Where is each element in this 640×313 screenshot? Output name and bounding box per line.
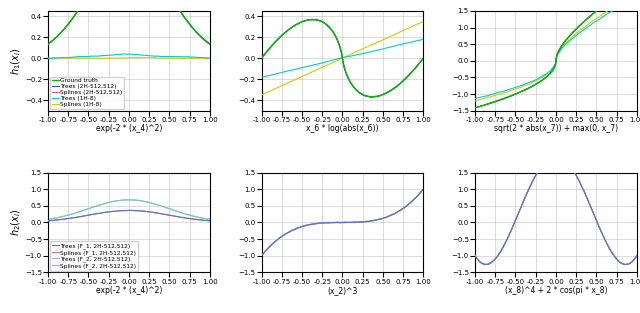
Legend: Trees (F_1, 2H-512,512), Splines (F_1, 2H-512,512), Trees (F_2, 2H-512,512), Spl: Trees (F_1, 2H-512,512), Splines (F_1, 2… bbox=[50, 241, 138, 270]
X-axis label: (x_2)^3: (x_2)^3 bbox=[327, 286, 358, 295]
X-axis label: exp(-2 * (x_4)^2): exp(-2 * (x_4)^2) bbox=[96, 286, 162, 295]
Y-axis label: $h_1(x_i)$: $h_1(x_i)$ bbox=[10, 47, 24, 74]
X-axis label: exp(-2 * (x_4)^2): exp(-2 * (x_4)^2) bbox=[96, 124, 162, 133]
Y-axis label: $h_2(x_i)$: $h_2(x_i)$ bbox=[10, 209, 23, 236]
X-axis label: sqrt(2 * abs(x_7)) + max(0, x_7): sqrt(2 * abs(x_7)) + max(0, x_7) bbox=[494, 124, 618, 133]
X-axis label: x_6 * log(abs(x_6)): x_6 * log(abs(x_6)) bbox=[306, 124, 379, 133]
Legend: Ground truth, Trees (2H-512,512), Splines (2H-512,512), Trees (1H-8), Splines (1: Ground truth, Trees (2H-512,512), Spline… bbox=[50, 77, 124, 109]
X-axis label: (x_8)^4 + 2 * cos(pi * x_8): (x_8)^4 + 2 * cos(pi * x_8) bbox=[505, 286, 607, 295]
